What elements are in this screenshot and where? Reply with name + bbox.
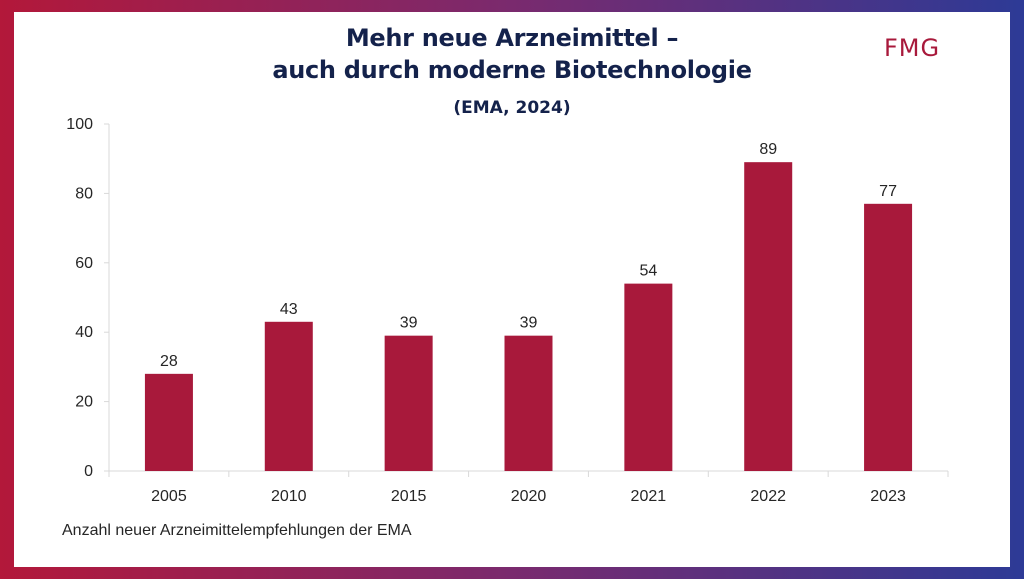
chart-subtitle: (EMA, 2024) bbox=[453, 98, 571, 118]
bar-2020 bbox=[504, 335, 553, 471]
chart-card bbox=[14, 12, 1010, 567]
y-tick-label: 100 bbox=[66, 116, 93, 133]
bar-2005 bbox=[144, 373, 193, 471]
data-label-2023: 77 bbox=[879, 183, 897, 200]
data-label-2020: 39 bbox=[520, 315, 538, 332]
bar-2010 bbox=[264, 321, 313, 471]
data-label-2005: 28 bbox=[160, 353, 178, 370]
x-tick-label-2010: 2010 bbox=[271, 488, 307, 505]
chart-title-line2: auch durch moderne Biotechnologie bbox=[272, 56, 752, 84]
bar-2021 bbox=[624, 283, 673, 471]
bar-2023 bbox=[864, 203, 913, 471]
bar-2022 bbox=[744, 162, 793, 472]
y-tick-label: 60 bbox=[75, 255, 93, 272]
chart-title: Mehr neue Arzneimittel – auch durch mode… bbox=[0, 22, 1024, 86]
y-tick-label: 40 bbox=[75, 324, 93, 341]
x-tick-label-2020: 2020 bbox=[511, 488, 547, 505]
y-tick-label: 20 bbox=[75, 394, 93, 411]
chart-caption: Anzahl neuer Arzneimittelempfehlungen de… bbox=[62, 522, 412, 539]
chart-title-line1: Mehr neue Arzneimittel – bbox=[345, 24, 679, 52]
bar-2015 bbox=[384, 335, 433, 471]
data-label-2021: 54 bbox=[639, 263, 657, 280]
x-tick-label-2005: 2005 bbox=[151, 488, 187, 505]
x-tick-label-2023: 2023 bbox=[870, 488, 906, 505]
data-label-2010: 43 bbox=[280, 301, 298, 318]
x-tick-label-2015: 2015 bbox=[391, 488, 427, 505]
data-label-2015: 39 bbox=[400, 315, 418, 332]
fmg-logo: FMG bbox=[884, 34, 941, 62]
data-label-2022: 89 bbox=[759, 141, 777, 158]
y-tick-label: 80 bbox=[75, 185, 93, 202]
y-tick-label: 0 bbox=[84, 463, 93, 480]
x-tick-label-2021: 2021 bbox=[631, 488, 667, 505]
x-tick-label-2022: 2022 bbox=[750, 488, 786, 505]
